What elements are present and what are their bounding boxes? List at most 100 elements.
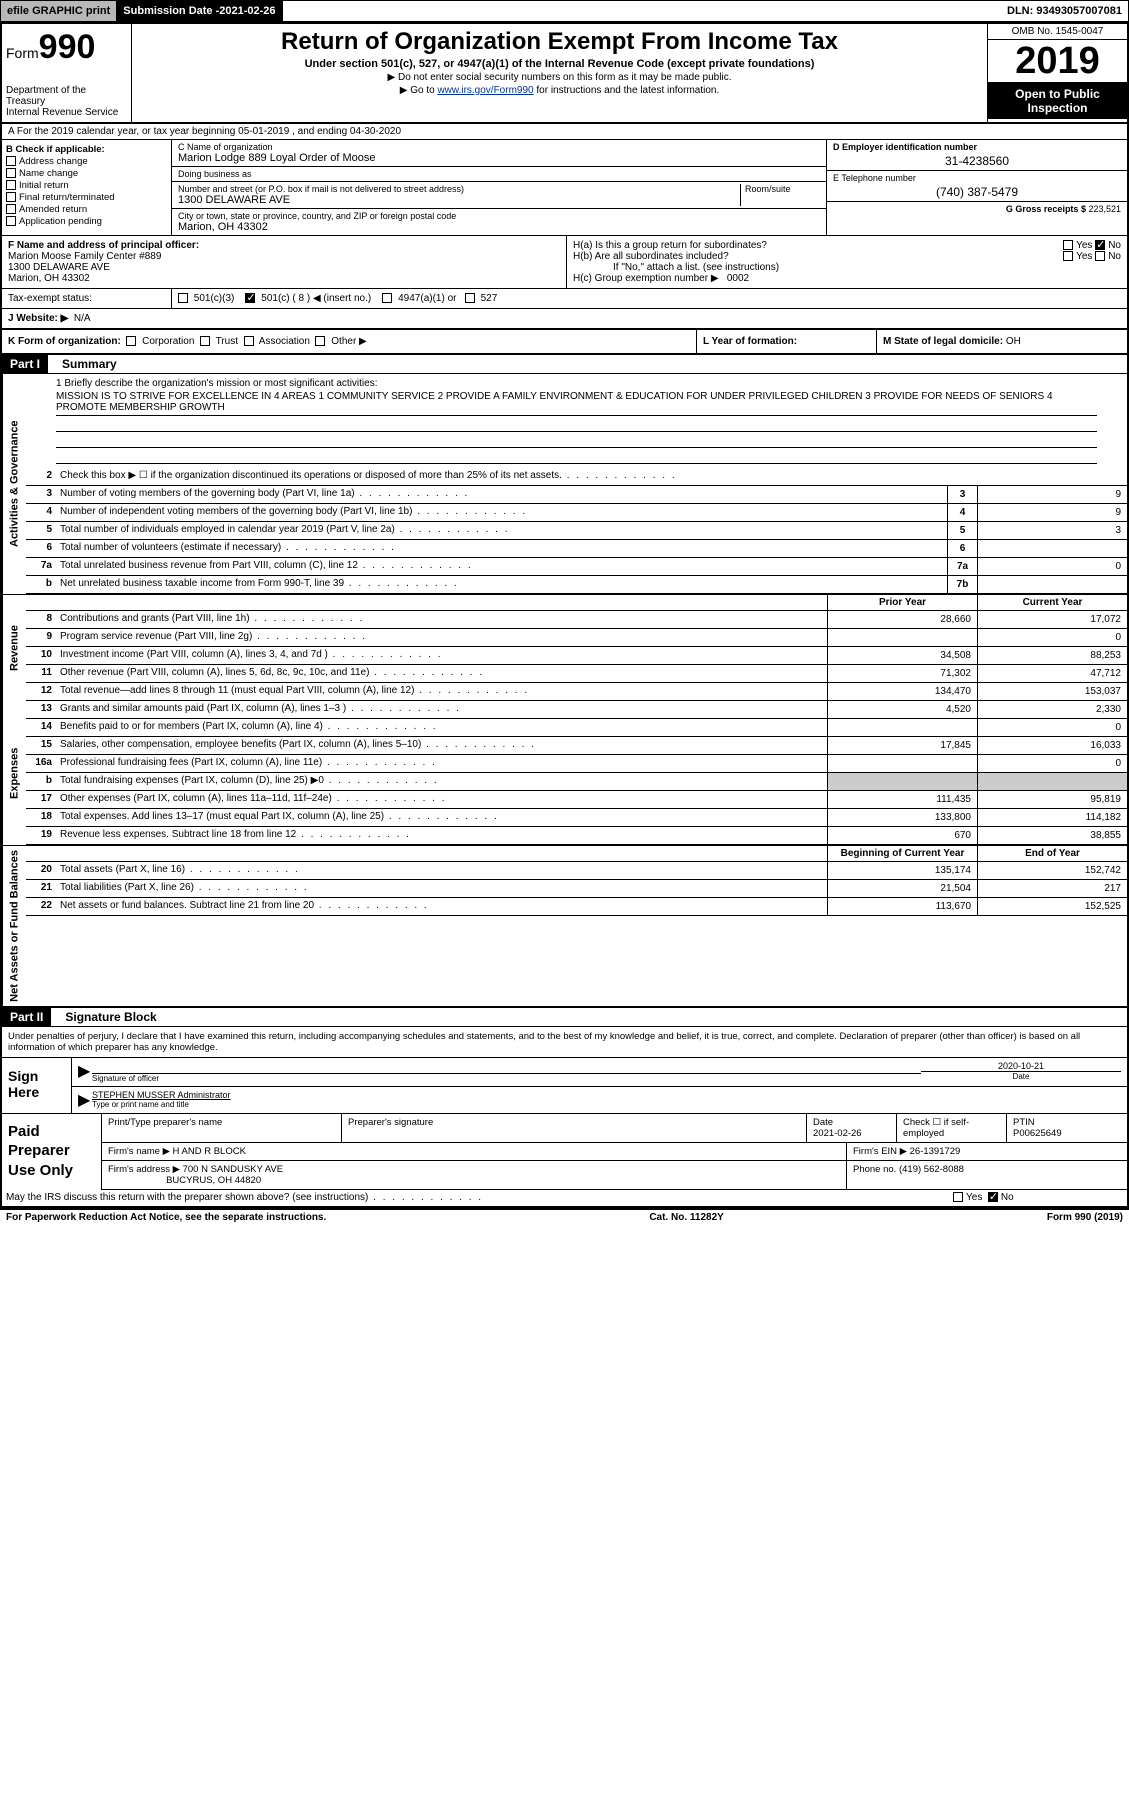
preparer-row1: Print/Type preparer's name Preparer's si… bbox=[102, 1114, 1127, 1143]
gov-line: 7a Total unrelated business revenue from… bbox=[26, 558, 1127, 576]
governance-section: Activities & Governance 1 Briefly descri… bbox=[2, 374, 1127, 594]
mission-text: MISSION IS TO STRIVE FOR EXCELLENCE IN 4… bbox=[56, 389, 1097, 416]
side-revenue: Revenue bbox=[2, 595, 26, 701]
side-governance: Activities & Governance bbox=[2, 374, 26, 594]
chk-527[interactable] bbox=[465, 293, 475, 303]
row-a: A For the 2019 calendar year, or tax yea… bbox=[2, 124, 1127, 140]
gov-line: 4 Number of independent voting members o… bbox=[26, 504, 1127, 522]
dept-treasury: Department of the Treasury bbox=[6, 85, 127, 107]
dln: DLN: 93493057007081 bbox=[1001, 3, 1128, 19]
data-line: 10 Investment income (Part VIII, column … bbox=[26, 647, 1127, 665]
form-label: Form990 bbox=[6, 28, 127, 67]
part1-header: Part ISummary bbox=[2, 355, 1127, 374]
website-row: J Website: ▶ N/A bbox=[2, 309, 1127, 330]
signature-declaration: Under penalties of perjury, I declare th… bbox=[2, 1027, 1127, 1058]
side-expenses: Expenses bbox=[2, 701, 26, 845]
chk-501c[interactable] bbox=[245, 293, 255, 303]
paperwork-notice: For Paperwork Reduction Act Notice, see … bbox=[6, 1212, 326, 1223]
note-ssn: ▶ Do not enter social security numbers o… bbox=[140, 72, 979, 83]
irs-link[interactable]: www.irs.gov/Form990 bbox=[437, 85, 533, 96]
note-link: ▶ Go to www.irs.gov/Form990 for instruct… bbox=[140, 85, 979, 96]
chk-4947[interactable] bbox=[382, 293, 392, 303]
state-domicile: M State of legal domicile: OH bbox=[877, 330, 1127, 353]
dba-block: Doing business as bbox=[172, 167, 826, 182]
street-address: 1300 DELAWARE AVE bbox=[178, 194, 740, 206]
part2-header: Part IISignature Block bbox=[2, 1006, 1127, 1027]
section-f: F Name and address of principal officer:… bbox=[2, 236, 567, 288]
chk-initial-return[interactable]: Initial return bbox=[6, 180, 167, 191]
col-b-header: B Check if applicable: bbox=[6, 144, 167, 155]
page-footer: For Paperwork Reduction Act Notice, see … bbox=[0, 1210, 1129, 1225]
officer-name: Marion Moose Family Center #889 bbox=[8, 251, 560, 262]
top-bar: efile GRAPHIC print Submission Date - 20… bbox=[0, 0, 1129, 22]
website-value: N/A bbox=[74, 313, 91, 324]
city-block: City or town, state or province, country… bbox=[172, 209, 826, 235]
group-exemption: 0002 bbox=[727, 273, 749, 284]
data-line: 19 Revenue less expenses. Subtract line … bbox=[26, 827, 1127, 845]
data-line: 21 Total liabilities (Part X, line 26) 2… bbox=[26, 880, 1127, 898]
gov-line: 3 Number of voting members of the govern… bbox=[26, 486, 1127, 504]
omb-number: OMB No. 1545-0047 bbox=[988, 24, 1127, 40]
officer-addr: 1300 DELAWARE AVE bbox=[8, 262, 560, 273]
officer-city: Marion, OH 43302 bbox=[8, 273, 560, 284]
data-line: 11 Other revenue (Part VIII, column (A),… bbox=[26, 665, 1127, 683]
firm-addr-row: Firm's address ▶ 700 N SANDUSKY AVE BUCY… bbox=[102, 1161, 1127, 1190]
data-line: 14 Benefits paid to or for members (Part… bbox=[26, 719, 1127, 737]
side-netassets: Net Assets or Fund Balances bbox=[2, 846, 26, 1006]
cat-no: Cat. No. 11282Y bbox=[649, 1212, 723, 1223]
gov-line: 2 Check this box ▶ ☐ if the organization… bbox=[26, 468, 1127, 486]
addr-block: Number and street (or P.O. box if mail i… bbox=[172, 182, 826, 209]
data-line: 22 Net assets or fund balances. Subtract… bbox=[26, 898, 1127, 916]
chk-501c3[interactable] bbox=[178, 293, 188, 303]
gov-line: 5 Total number of individuals employed i… bbox=[26, 522, 1127, 540]
data-line: 20 Total assets (Part X, line 16) 135,17… bbox=[26, 862, 1127, 880]
paid-preparer-label: Paid Preparer Use Only bbox=[2, 1114, 102, 1190]
ein: 31-4238560 bbox=[833, 154, 1121, 168]
data-line: 12 Total revenue—add lines 8 through 11 … bbox=[26, 683, 1127, 701]
gross-receipts: 223,521 bbox=[1088, 204, 1121, 214]
hb-answer: Yes No bbox=[1063, 251, 1121, 262]
tax-status-label: Tax-exempt status: bbox=[2, 289, 172, 308]
header-row: Form990 Department of the Treasury Inter… bbox=[2, 24, 1127, 124]
gov-line: b Net unrelated business taxable income … bbox=[26, 576, 1127, 594]
city-state-zip: Marion, OH 43302 bbox=[178, 221, 820, 233]
chk-final-return[interactable]: Final return/terminated bbox=[6, 192, 167, 203]
form-subtitle: Under section 501(c), 527, or 4947(a)(1)… bbox=[140, 58, 979, 70]
ein-block: D Employer identification number 31-4238… bbox=[827, 140, 1127, 171]
section-fh: F Name and address of principal officer:… bbox=[2, 236, 1127, 289]
col-d: D Employer identification number 31-4238… bbox=[827, 140, 1127, 235]
form-main: Form990 Department of the Treasury Inter… bbox=[0, 22, 1129, 1210]
paid-preparer-block: Paid Preparer Use Only Print/Type prepar… bbox=[2, 1113, 1127, 1190]
telephone-block: E Telephone number (740) 387-5479 bbox=[827, 171, 1127, 202]
chk-name-change[interactable]: Name change bbox=[6, 168, 167, 179]
ha-answer: Yes No bbox=[1063, 240, 1121, 251]
org-name-block: C Name of organization Marion Lodge 889 … bbox=[172, 140, 826, 167]
data-line: 13 Grants and similar amounts paid (Part… bbox=[26, 701, 1127, 719]
efile-label[interactable]: efile GRAPHIC print bbox=[1, 1, 117, 21]
chk-amended-return[interactable]: Amended return bbox=[6, 204, 167, 215]
chk-application-pending[interactable]: Application pending bbox=[6, 216, 167, 227]
gov-line: 6 Total number of volunteers (estimate i… bbox=[26, 540, 1127, 558]
col-c: C Name of organization Marion Lodge 889 … bbox=[172, 140, 1127, 235]
data-line: b Total fundraising expenses (Part IX, c… bbox=[26, 773, 1127, 791]
dept-irs: Internal Revenue Service bbox=[6, 107, 127, 118]
sign-here-block: Sign Here ▶ Signature of officer 2020-10… bbox=[2, 1058, 1127, 1113]
submission-date: Submission Date - 2021-02-26 bbox=[117, 1, 282, 21]
chk-address-change[interactable]: Address change bbox=[6, 156, 167, 167]
telephone: (740) 387-5479 bbox=[833, 185, 1121, 199]
tax-status-row: Tax-exempt status: 501(c)(3) 501(c) ( 8 … bbox=[2, 289, 1127, 309]
netassets-header: Beginning of Current Year End of Year bbox=[26, 846, 1127, 862]
expenses-section: Expenses 13 Grants and similar amounts p… bbox=[2, 701, 1127, 845]
header-mid: Return of Organization Exempt From Incom… bbox=[132, 24, 987, 122]
section-h: H(a) Is this a group return for subordin… bbox=[567, 236, 1127, 288]
revenue-header: Prior Year Current Year bbox=[26, 595, 1127, 611]
firm-phone: (419) 562-8088 bbox=[899, 1164, 964, 1175]
room-suite: Room/suite bbox=[740, 184, 820, 206]
data-line: 8 Contributions and grants (Part VIII, l… bbox=[26, 611, 1127, 629]
officer-name-line: ▶ STEPHEN MUSSER AdministratorType or pr… bbox=[72, 1087, 1127, 1113]
form-version: Form 990 (2019) bbox=[1047, 1212, 1123, 1223]
ptin: P00625649 bbox=[1013, 1128, 1062, 1139]
firm-ein: 26-1391729 bbox=[910, 1146, 961, 1157]
data-line: 17 Other expenses (Part IX, column (A), … bbox=[26, 791, 1127, 809]
revenue-section: Revenue Prior Year Current Year 8 Contri… bbox=[2, 594, 1127, 701]
